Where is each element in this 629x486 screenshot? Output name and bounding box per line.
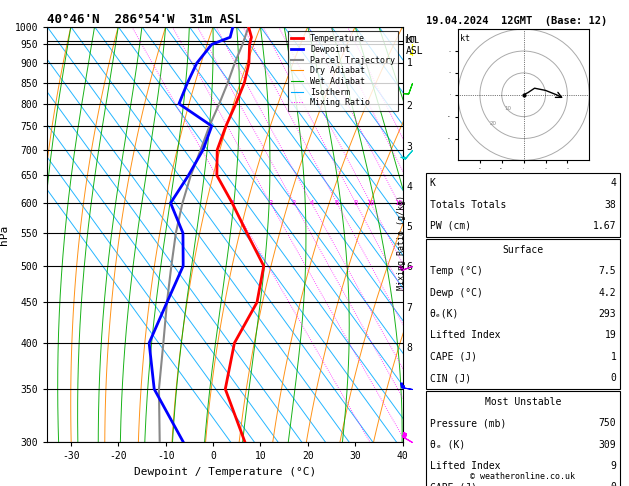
Text: Temp (°C): Temp (°C) — [430, 266, 482, 276]
Text: Surface: Surface — [503, 245, 543, 255]
Text: 19.04.2024  12GMT  (Base: 12): 19.04.2024 12GMT (Base: 12) — [426, 16, 608, 26]
Text: K: K — [430, 178, 435, 188]
Text: 9: 9 — [611, 461, 616, 471]
Text: LCL: LCL — [404, 36, 419, 45]
Text: 0: 0 — [611, 483, 616, 486]
Text: kt: kt — [460, 34, 470, 43]
Text: θₑ (K): θₑ (K) — [430, 440, 465, 450]
Text: 1.67: 1.67 — [593, 221, 616, 231]
Text: CAPE (J): CAPE (J) — [430, 483, 477, 486]
Text: Lifted Index: Lifted Index — [430, 330, 500, 340]
Text: 3: 3 — [407, 142, 413, 152]
Y-axis label: hPa: hPa — [0, 225, 9, 244]
Text: 6: 6 — [335, 200, 339, 206]
Text: 7: 7 — [407, 303, 413, 312]
Text: 4: 4 — [611, 178, 616, 188]
Text: 1: 1 — [611, 352, 616, 362]
Text: 38: 38 — [604, 200, 616, 209]
Text: 19: 19 — [604, 330, 616, 340]
Text: 1: 1 — [230, 200, 234, 206]
Text: Mixing Ratio (g/kg): Mixing Ratio (g/kg) — [397, 195, 406, 291]
Text: 3: 3 — [292, 200, 296, 206]
Text: km
ASL: km ASL — [406, 34, 423, 55]
Text: CIN (J): CIN (J) — [430, 373, 470, 383]
Text: Most Unstable: Most Unstable — [485, 397, 561, 407]
Text: 2: 2 — [268, 200, 272, 206]
Text: 4.2: 4.2 — [599, 288, 616, 297]
Text: θₑ(K): θₑ(K) — [430, 309, 459, 319]
Text: 0: 0 — [611, 373, 616, 383]
Text: © weatheronline.co.uk: © weatheronline.co.uk — [470, 472, 574, 481]
Text: 5: 5 — [407, 223, 413, 232]
Text: 10: 10 — [505, 106, 512, 111]
Text: 293: 293 — [599, 309, 616, 319]
Legend: Temperature, Dewpoint, Parcel Trajectory, Dry Adiabat, Wet Adiabat, Isotherm, Mi: Temperature, Dewpoint, Parcel Trajectory… — [287, 31, 398, 110]
Text: 20: 20 — [489, 122, 496, 126]
Text: Lifted Index: Lifted Index — [430, 461, 500, 471]
Text: Dewp (°C): Dewp (°C) — [430, 288, 482, 297]
X-axis label: Dewpoint / Temperature (°C): Dewpoint / Temperature (°C) — [134, 467, 316, 477]
Text: 309: 309 — [599, 440, 616, 450]
Text: 6: 6 — [407, 262, 413, 272]
Text: 750: 750 — [599, 418, 616, 428]
Text: 10: 10 — [367, 200, 375, 206]
Text: PW (cm): PW (cm) — [430, 221, 470, 231]
Text: 1: 1 — [407, 58, 413, 69]
Text: 8: 8 — [353, 200, 358, 206]
Text: Pressure (mb): Pressure (mb) — [430, 418, 506, 428]
Text: 40°46'N  286°54'W  31m ASL: 40°46'N 286°54'W 31m ASL — [47, 13, 242, 26]
Text: 8: 8 — [407, 343, 413, 353]
Text: CAPE (J): CAPE (J) — [430, 352, 477, 362]
Text: 15: 15 — [394, 200, 403, 206]
Text: 4: 4 — [309, 200, 314, 206]
Text: 4: 4 — [407, 182, 413, 192]
Text: Totals Totals: Totals Totals — [430, 200, 506, 209]
Text: 7.5: 7.5 — [599, 266, 616, 276]
Text: 2: 2 — [407, 101, 413, 111]
